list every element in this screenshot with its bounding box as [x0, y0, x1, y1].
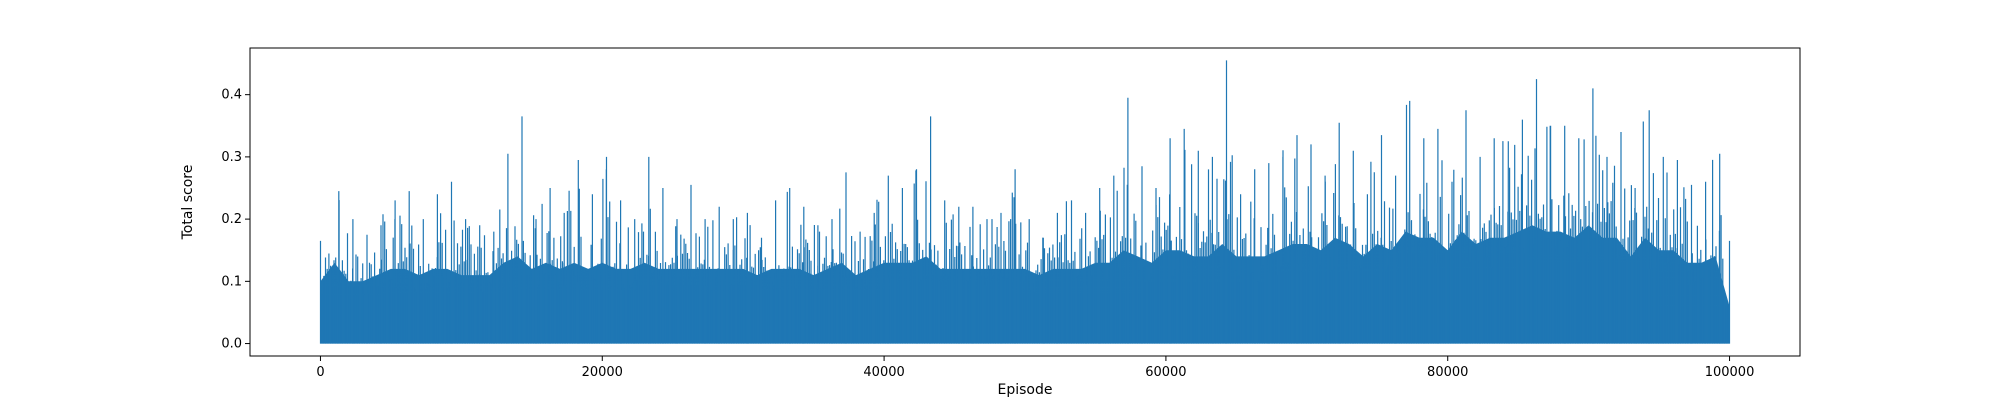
x-tick-label: 20000: [582, 365, 623, 380]
y-tick-label: 0.1: [221, 274, 242, 289]
y-tick-label: 0.3: [221, 150, 242, 165]
x-tick-label: 80000: [1427, 365, 1468, 380]
x-axis: 0 20000 40000 60000 80000 100000: [316, 356, 1754, 380]
x-axis-label: Episode: [998, 382, 1053, 398]
x-tick-label: 40000: [863, 365, 904, 380]
axes-frame: [249, 47, 1801, 357]
y-tick-label: 0.4: [221, 88, 242, 103]
y-axis-label: Total score: [180, 165, 196, 241]
series-line: [319, 60, 1731, 344]
x-tick-label: 0: [316, 365, 324, 380]
y-tick-label: 0.0: [221, 337, 242, 352]
x-tick-label: 60000: [1145, 365, 1186, 380]
y-axis: 0.0 0.1 0.2 0.3 0.4: [221, 88, 250, 352]
x-tick-label: 100000: [1705, 365, 1755, 380]
plot-area: [319, 60, 1731, 344]
y-tick-label: 0.2: [221, 212, 242, 227]
